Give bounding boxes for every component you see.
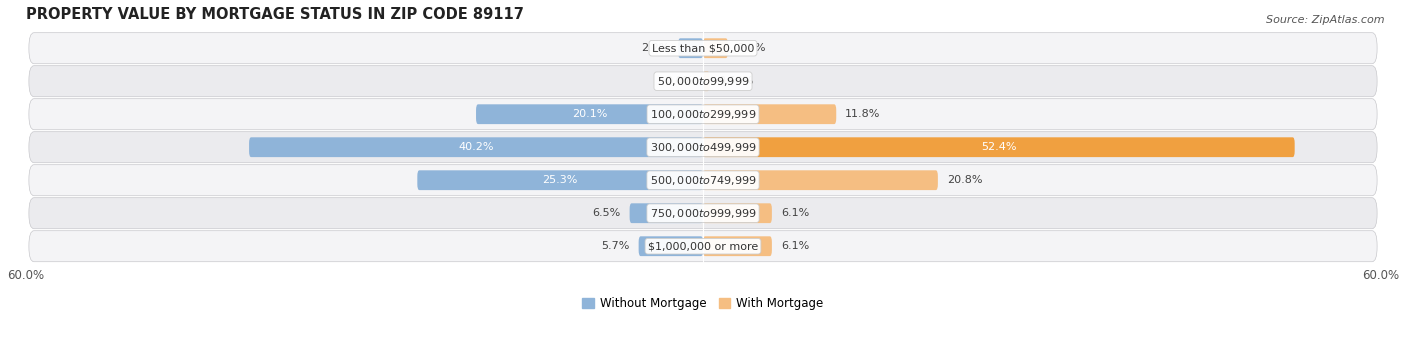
Text: 25.3%: 25.3% xyxy=(543,175,578,185)
Text: 20.1%: 20.1% xyxy=(572,109,607,119)
Text: Less than $50,000: Less than $50,000 xyxy=(652,43,754,53)
Text: Source: ZipAtlas.com: Source: ZipAtlas.com xyxy=(1267,15,1385,25)
FancyBboxPatch shape xyxy=(30,66,1376,97)
FancyBboxPatch shape xyxy=(638,236,703,256)
FancyBboxPatch shape xyxy=(30,99,1376,130)
Text: 6.1%: 6.1% xyxy=(780,241,810,251)
Text: $100,000 to $299,999: $100,000 to $299,999 xyxy=(650,108,756,121)
Text: 0.0%: 0.0% xyxy=(665,76,695,86)
FancyBboxPatch shape xyxy=(249,137,703,157)
FancyBboxPatch shape xyxy=(630,203,703,223)
Text: 2.2%: 2.2% xyxy=(641,43,669,53)
FancyBboxPatch shape xyxy=(703,170,938,190)
Text: 2.2%: 2.2% xyxy=(737,43,765,53)
Text: PROPERTY VALUE BY MORTGAGE STATUS IN ZIP CODE 89117: PROPERTY VALUE BY MORTGAGE STATUS IN ZIP… xyxy=(25,7,523,22)
FancyBboxPatch shape xyxy=(703,236,772,256)
Text: 6.5%: 6.5% xyxy=(592,208,620,218)
FancyBboxPatch shape xyxy=(703,203,772,223)
Text: 6.1%: 6.1% xyxy=(780,208,810,218)
Text: $750,000 to $999,999: $750,000 to $999,999 xyxy=(650,207,756,220)
FancyBboxPatch shape xyxy=(678,38,703,58)
Text: 20.8%: 20.8% xyxy=(946,175,983,185)
FancyBboxPatch shape xyxy=(30,33,1376,64)
FancyBboxPatch shape xyxy=(477,104,703,124)
FancyBboxPatch shape xyxy=(30,198,1376,229)
FancyBboxPatch shape xyxy=(418,170,703,190)
FancyBboxPatch shape xyxy=(703,137,1295,157)
FancyBboxPatch shape xyxy=(30,132,1376,163)
Text: 40.2%: 40.2% xyxy=(458,142,494,152)
FancyBboxPatch shape xyxy=(703,38,728,58)
Text: $50,000 to $99,999: $50,000 to $99,999 xyxy=(657,75,749,88)
Text: 11.8%: 11.8% xyxy=(845,109,880,119)
Text: 0.58%: 0.58% xyxy=(718,76,754,86)
FancyBboxPatch shape xyxy=(30,231,1376,262)
FancyBboxPatch shape xyxy=(703,104,837,124)
Text: $1,000,000 or more: $1,000,000 or more xyxy=(648,241,758,251)
Text: $300,000 to $499,999: $300,000 to $499,999 xyxy=(650,141,756,154)
Text: 52.4%: 52.4% xyxy=(981,142,1017,152)
FancyBboxPatch shape xyxy=(30,165,1376,196)
Text: 5.7%: 5.7% xyxy=(602,241,630,251)
Text: $500,000 to $749,999: $500,000 to $749,999 xyxy=(650,174,756,187)
Legend: Without Mortgage, With Mortgage: Without Mortgage, With Mortgage xyxy=(582,297,824,310)
FancyBboxPatch shape xyxy=(703,71,710,91)
